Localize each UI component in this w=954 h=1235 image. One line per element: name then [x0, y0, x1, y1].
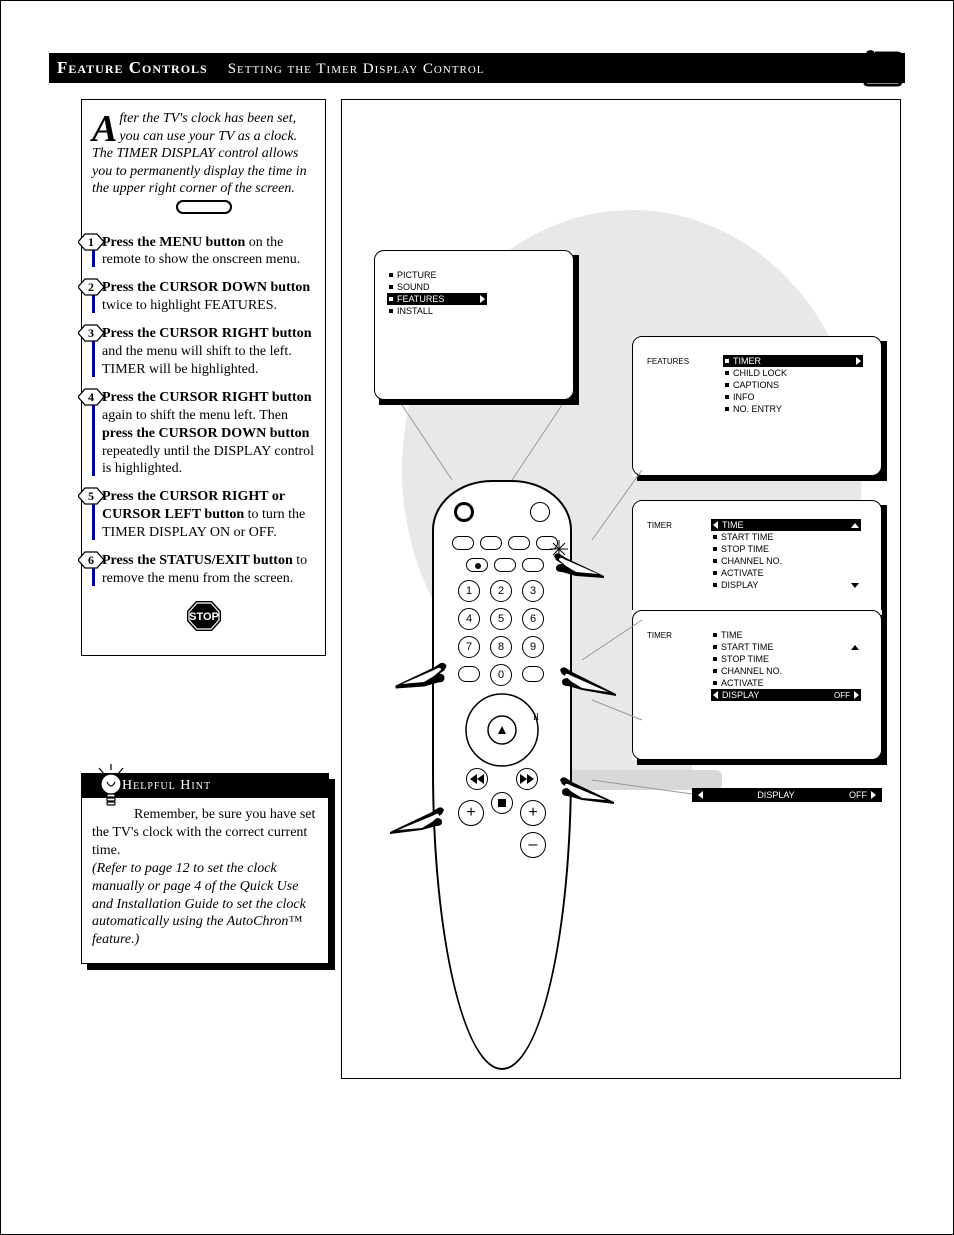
- step-2: 2 Press the CURSOR DOWN button twice to …: [92, 279, 315, 315]
- step-number-icon: 3: [78, 323, 104, 343]
- step-number-icon: 1: [78, 232, 104, 252]
- svg-text:5: 5: [88, 489, 94, 503]
- page-number: 15: [875, 62, 891, 79]
- intro-paragraph: A fter the TV's clock has been set, you …: [81, 99, 326, 230]
- step-5: 5 Press the CURSOR RIGHT or CURSOR LEFT …: [92, 488, 315, 542]
- svg-text:6: 6: [88, 553, 94, 567]
- step-number-icon: 2: [78, 277, 104, 297]
- step-3: 3 Press the CURSOR RIGHT button and the …: [92, 325, 315, 379]
- chapter-header: Feature Controls Setting the Timer Displ…: [49, 53, 905, 83]
- page: Feature Controls Setting the Timer Displ…: [0, 0, 954, 1235]
- svg-text:STOP: STOP: [189, 611, 219, 623]
- svg-text:2: 2: [88, 280, 94, 294]
- svg-text:1: 1: [88, 235, 94, 249]
- step-number-icon: 4: [78, 387, 104, 407]
- chapter-title: Feature Controls Setting the Timer Displ…: [57, 58, 484, 78]
- step-4: 4 Press the CURSOR RIGHT button again to…: [92, 389, 315, 479]
- step-number-icon: 6: [78, 550, 104, 570]
- hint-heading: Helpful Hint: [82, 774, 328, 798]
- step-6: 6 Press the STATUS/EXIT button to remove…: [92, 552, 315, 588]
- intro-text: fter the TV's clock has been set, you ca…: [92, 111, 307, 196]
- instructions-column: A fter the TV's clock has been set, you …: [81, 99, 326, 656]
- steps-list: 1 Press the MENU button on the remote to…: [81, 230, 326, 656]
- illustration-panel: PICTURE SOUND FEATURES INSTALL FEATURES …: [341, 99, 901, 1079]
- svg-text:3: 3: [88, 326, 94, 340]
- helpful-hint-box: Helpful Hint: [81, 773, 329, 964]
- lightbulb-icon: [94, 764, 128, 813]
- beam-lines: [342, 100, 902, 1080]
- svg-text:4: 4: [88, 390, 94, 404]
- stop-icon: STOP: [184, 598, 224, 634]
- step-1: 1 Press the MENU button on the remote to…: [92, 234, 315, 270]
- hint-body: Remember, be sure you have set the TV's …: [82, 798, 328, 963]
- stop-badge: STOP: [92, 598, 315, 639]
- dropcap: A: [92, 110, 119, 144]
- step-number-icon: 5: [78, 486, 104, 506]
- pill-divider-icon: [176, 200, 232, 214]
- page-corner-icon: 15: [863, 49, 903, 87]
